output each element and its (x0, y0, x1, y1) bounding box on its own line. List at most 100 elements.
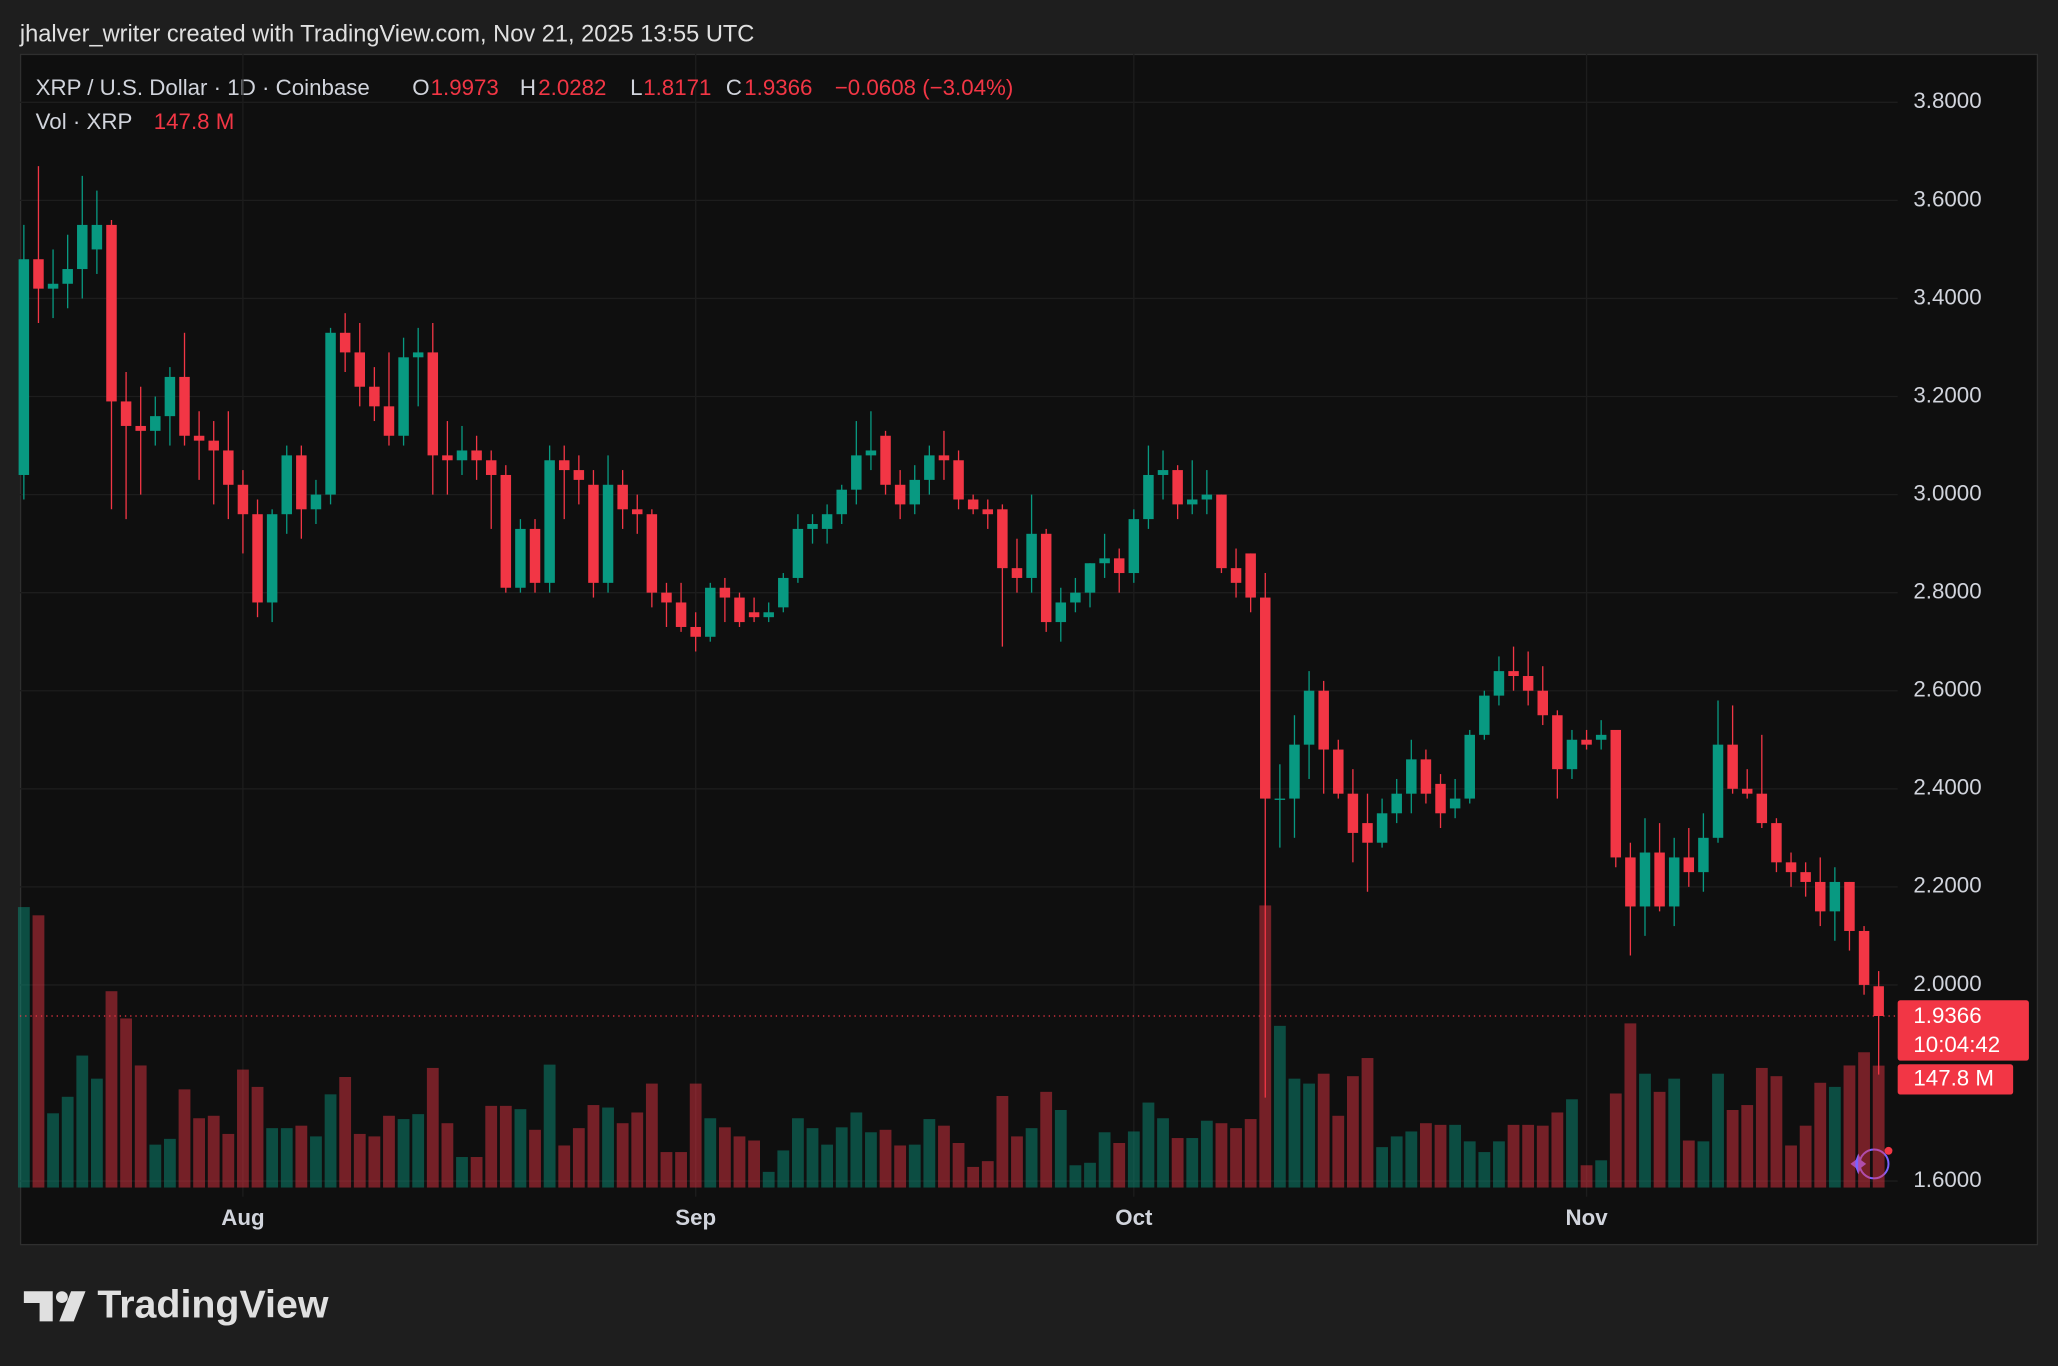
candle-body (296, 455, 307, 510)
candle-body (1143, 474, 1154, 520)
volume-bar (1054, 1109, 1067, 1188)
candle-body (369, 386, 380, 407)
sparkle (1850, 1153, 1867, 1175)
volume-bar (1770, 1076, 1783, 1188)
candle-body (500, 474, 512, 588)
volume-bar (675, 1152, 687, 1188)
volume-bar (660, 1152, 673, 1188)
candle-body (77, 224, 88, 270)
candle-body (252, 514, 263, 603)
candle-body (1318, 690, 1329, 750)
ohlc-name: L (630, 75, 642, 100)
candle-body (1201, 494, 1213, 500)
volume-bar (1668, 1078, 1681, 1188)
candle-body (62, 269, 73, 284)
candle-body (1157, 470, 1169, 475)
volume-bar (120, 1018, 132, 1188)
x-tick-label: Sep (675, 1205, 716, 1230)
candle-body (1595, 734, 1607, 740)
volume-bar (1536, 1125, 1549, 1188)
volume-bar (1420, 1123, 1432, 1188)
logo-slash (59, 1291, 86, 1322)
volume-bar (178, 1089, 191, 1188)
volume-bar (1682, 1140, 1695, 1188)
y-tick-label: 3.2000 (1913, 382, 1981, 407)
volume-value: 147.8 M (154, 109, 235, 134)
volume-bar (90, 1078, 103, 1188)
candles (18, 166, 1884, 1098)
volume-bar (1507, 1124, 1520, 1188)
candle-body (1289, 744, 1300, 799)
candle-body (1186, 499, 1198, 505)
candle-body (1814, 881, 1826, 912)
volume-bar (499, 1105, 512, 1188)
volume-bar (1376, 1147, 1389, 1188)
volume-bar (1303, 1083, 1315, 1188)
volume-bar (1011, 1136, 1023, 1188)
candle-body (1844, 881, 1855, 931)
candle-body (602, 484, 614, 583)
candle-body (1011, 568, 1023, 578)
ohlc-name: O (412, 75, 429, 100)
volume-bar (1142, 1102, 1155, 1188)
volume-bar (1332, 1115, 1345, 1188)
volume-bar (821, 1144, 834, 1188)
volume-bar (981, 1161, 994, 1188)
candle-body (1113, 558, 1125, 574)
volume-bar (324, 1094, 337, 1188)
volume-bar (383, 1115, 395, 1188)
volume-bar (762, 1171, 775, 1188)
candle-body (1026, 533, 1037, 578)
volume-bar (251, 1086, 264, 1188)
change: −0.0608 (−3.04%) (835, 75, 1014, 100)
volume-bar (1726, 1109, 1739, 1188)
candle-body (1362, 823, 1373, 843)
candle-body (748, 612, 760, 618)
volume-bar (952, 1142, 965, 1188)
candle-body (120, 401, 132, 426)
candle-body (1785, 862, 1797, 873)
candle-body (106, 224, 117, 402)
ohlc-value: 1.9366 (744, 75, 812, 100)
volume-bar (850, 1112, 863, 1188)
volume-bar (1493, 1141, 1505, 1188)
y-tick-label: 2.8000 (1913, 579, 1981, 604)
candle-body (1668, 857, 1680, 907)
candle-body (1712, 744, 1724, 838)
candle-body (1040, 533, 1052, 623)
volume-bar (280, 1128, 293, 1188)
volume-bar (1828, 1086, 1841, 1188)
candle-body (1055, 602, 1067, 623)
candle-body (661, 592, 672, 603)
candle-body (18, 259, 30, 475)
candle-body (1099, 558, 1110, 564)
volume-bar (105, 991, 118, 1188)
candle-body (412, 352, 424, 358)
candle-body (1172, 470, 1183, 505)
candle-body (632, 509, 643, 515)
volume-bar (1843, 1065, 1856, 1188)
candle-body (1479, 695, 1490, 735)
icon-ring (1858, 1148, 1890, 1180)
x-tick-label: Aug (221, 1205, 264, 1230)
volume-bar (1755, 1067, 1768, 1188)
volume-bar (923, 1119, 936, 1188)
volume-bar (1697, 1141, 1710, 1188)
candle-body (33, 259, 44, 289)
candle-body (1639, 852, 1651, 907)
volume-bar (1361, 1058, 1374, 1188)
volume-bar (733, 1136, 746, 1188)
candle-body (821, 514, 833, 529)
candle-body (1260, 597, 1271, 799)
y-tick-label: 2.6000 (1913, 677, 1981, 702)
logo-t (23, 1291, 53, 1322)
candle-body (1683, 857, 1695, 873)
candle-body (719, 587, 731, 598)
candle-body (485, 460, 497, 475)
volume-bar (1566, 1099, 1578, 1188)
candle-body (1216, 494, 1227, 569)
volume-bar (1098, 1132, 1111, 1188)
volume-bar (1653, 1091, 1666, 1188)
candle-body (617, 484, 628, 510)
volume-bar (543, 1064, 556, 1188)
